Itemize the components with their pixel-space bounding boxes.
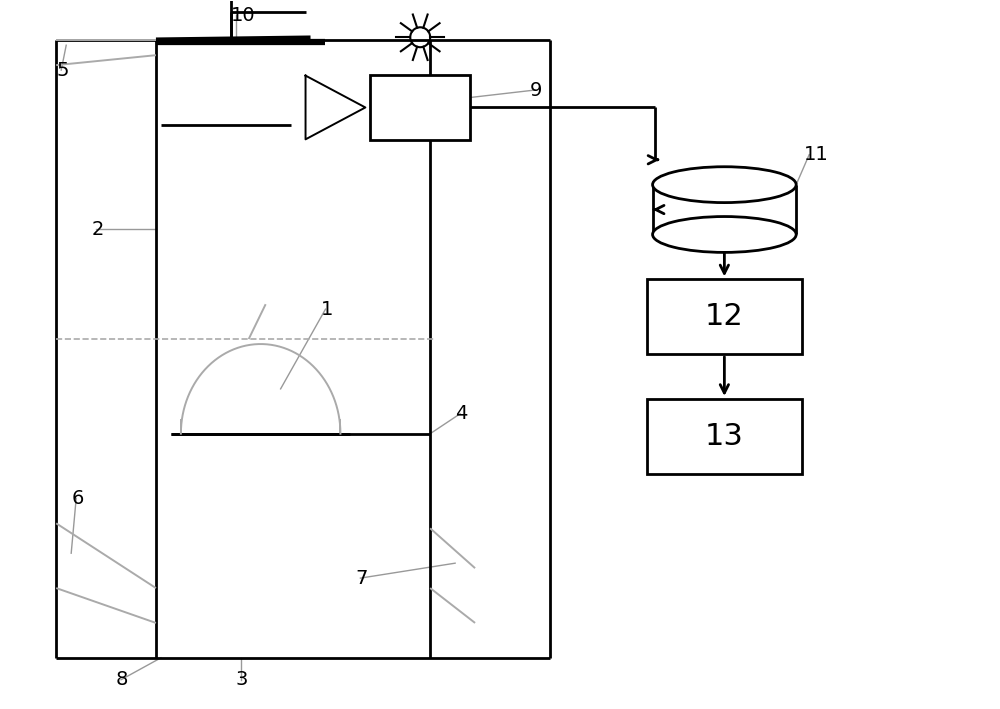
Text: 7: 7 [355,569,368,588]
Ellipse shape [653,167,796,203]
Bar [653,184,796,235]
Text: 8: 8 [116,670,128,689]
Text: 10: 10 [231,6,255,25]
Bar [647,399,802,474]
Polygon shape [306,76,365,140]
Text: 6: 6 [71,489,84,508]
Bar [370,75,470,140]
Text: 12: 12 [705,302,744,331]
Text: 9: 9 [530,81,542,99]
Text: 5: 5 [56,60,69,79]
Text: 13: 13 [705,422,744,451]
Text: 4: 4 [455,404,468,423]
Text: 3: 3 [236,670,248,689]
Bar [647,279,802,354]
Text: 11: 11 [804,145,829,164]
Ellipse shape [653,216,796,252]
Text: 1: 1 [321,300,333,318]
Text: 2: 2 [91,220,104,239]
